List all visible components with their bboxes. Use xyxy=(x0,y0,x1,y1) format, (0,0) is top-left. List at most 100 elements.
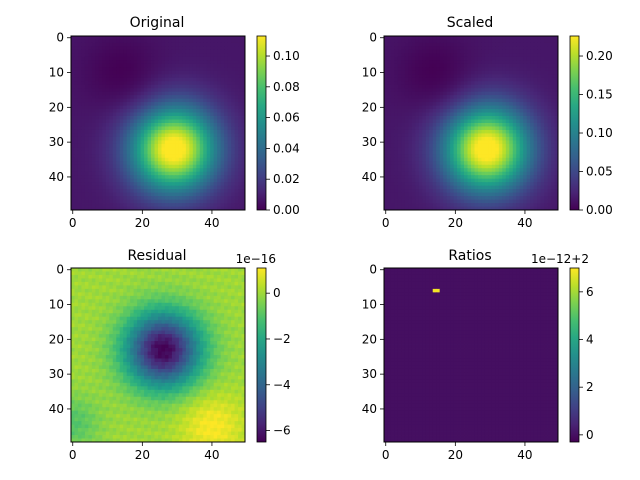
heatmap-cell xyxy=(241,36,246,40)
heatmap-cell xyxy=(439,154,444,159)
heatmap-cell xyxy=(512,60,517,65)
heatmap-cell xyxy=(537,136,541,141)
heatmap-cell xyxy=(495,203,500,207)
heatmap-cell xyxy=(394,178,399,183)
heatmap-cell xyxy=(523,109,528,113)
heatmap-cell xyxy=(387,136,392,141)
heatmap-cell xyxy=(105,119,110,124)
heatmap-cell xyxy=(95,70,100,75)
heatmap-cell xyxy=(182,150,187,155)
heatmap-cell xyxy=(418,60,423,65)
heatmap-cell xyxy=(491,161,496,166)
heatmap-cell xyxy=(224,123,228,127)
heatmap-cell xyxy=(404,136,409,141)
heatmap-cell xyxy=(126,140,131,145)
heatmap-cell xyxy=(443,102,448,106)
heatmap-cell xyxy=(443,161,448,166)
heatmap-cell xyxy=(394,102,399,106)
heatmap-cell xyxy=(408,199,413,204)
heatmap-cell xyxy=(196,203,201,207)
heatmap-cell xyxy=(450,182,454,187)
heatmap-cell xyxy=(491,112,496,117)
heatmap-cell xyxy=(137,39,141,44)
heatmap-cell xyxy=(175,129,180,134)
heatmap-cell xyxy=(71,74,75,79)
heatmap-cell xyxy=(126,109,131,113)
heatmap-cell xyxy=(84,178,89,183)
heatmap-cell xyxy=(394,53,399,58)
heatmap-cell xyxy=(199,88,204,93)
heatmap-cell xyxy=(189,143,194,148)
heatmap-cell xyxy=(547,46,552,51)
heatmap-cell xyxy=(203,140,208,145)
heatmap-cell xyxy=(171,129,176,134)
heatmap-cell xyxy=(130,206,135,211)
heatmap-cell xyxy=(477,88,482,93)
heatmap-cell xyxy=(397,150,402,155)
heatmap-cell xyxy=(439,112,444,117)
heatmap-cell xyxy=(224,129,228,134)
heatmap-cell xyxy=(137,178,141,183)
heatmap-cell xyxy=(495,109,500,113)
heatmap-cell xyxy=(102,157,107,162)
heatmap-cell xyxy=(502,199,507,204)
heatmap-cell xyxy=(196,70,201,75)
heatmap-cell xyxy=(505,129,510,134)
heatmap-cell xyxy=(429,168,434,173)
heatmap-cell xyxy=(411,67,416,72)
heatmap-cell xyxy=(151,182,155,187)
heatmap-cell xyxy=(439,42,444,47)
heatmap-cell xyxy=(161,192,166,197)
heatmap-cell xyxy=(210,206,215,211)
heatmap-cell xyxy=(140,168,145,173)
heatmap-cell xyxy=(220,81,225,86)
heatmap-cell xyxy=(384,56,388,61)
heatmap-cell xyxy=(98,74,103,79)
heatmap-cell xyxy=(137,192,141,197)
heatmap-cell xyxy=(484,116,489,120)
heatmap-cell xyxy=(477,98,482,103)
heatmap-cell xyxy=(224,175,228,180)
heatmap-cell xyxy=(415,178,420,183)
heatmap-cell xyxy=(88,53,93,58)
heatmap-cell xyxy=(133,116,138,120)
heatmap-cell xyxy=(231,53,235,58)
heatmap-cell xyxy=(158,143,162,148)
heatmap-cell xyxy=(502,133,507,138)
heatmap-cell xyxy=(88,182,93,187)
heatmap-cell xyxy=(81,88,86,93)
heatmap-cell xyxy=(502,36,507,40)
heatmap-cell xyxy=(199,63,204,68)
heatmap-cell xyxy=(471,154,475,159)
heatmap-cell xyxy=(144,70,148,75)
heatmap-cell xyxy=(439,178,444,183)
heatmap-cell xyxy=(119,164,124,169)
heatmap-cell xyxy=(432,150,437,155)
heatmap-cell xyxy=(390,81,395,86)
heatmap-cell xyxy=(450,168,454,173)
heatmap-cell xyxy=(116,105,121,110)
heatmap-cell xyxy=(105,171,110,176)
heatmap-cell xyxy=(151,84,155,89)
heatmap-cell xyxy=(467,126,472,131)
heatmap-cell xyxy=(488,109,493,113)
heatmap-cell xyxy=(126,168,131,173)
heatmap-cell xyxy=(206,49,211,54)
heatmap-cell xyxy=(533,98,538,103)
heatmap-cell xyxy=(147,192,152,197)
heatmap-cell xyxy=(213,91,218,96)
heatmap-cell xyxy=(453,192,458,197)
heatmap-cell xyxy=(161,84,166,89)
heatmap-cell xyxy=(154,147,159,152)
heatmap-cell xyxy=(95,39,100,44)
heatmap-cell xyxy=(238,63,242,68)
heatmap-cell xyxy=(224,116,228,120)
heatmap-cell xyxy=(457,123,461,127)
heatmap-cell xyxy=(182,157,187,162)
heatmap-cell xyxy=(491,91,496,96)
heatmap-cell xyxy=(533,70,538,75)
heatmap-cell xyxy=(217,203,222,207)
heatmap-cell xyxy=(471,171,475,176)
heatmap-cell xyxy=(481,182,486,187)
heatmap-cell xyxy=(175,185,180,190)
